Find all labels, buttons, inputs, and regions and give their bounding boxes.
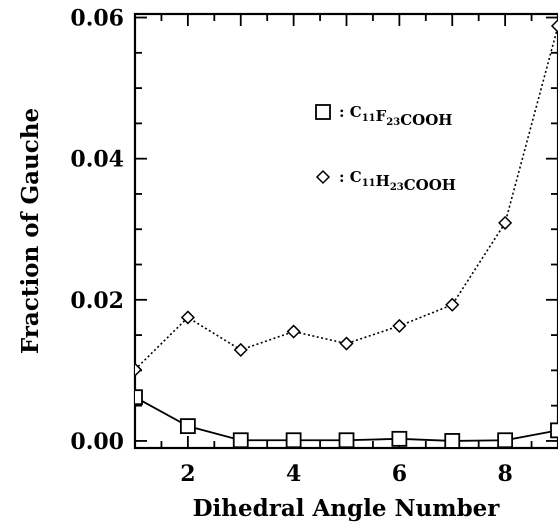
legend: : C11F23COOH: C11H23COOH	[315, 103, 456, 194]
x-tick-label: 4	[286, 461, 301, 487]
y-axis-label: Fraction of Gauche	[17, 108, 44, 354]
square-marker	[179, 418, 196, 435]
legend-text-part: F	[376, 107, 387, 125]
diamond-marker	[286, 324, 301, 339]
legend-diamond-icon	[315, 169, 331, 185]
square-marker	[135, 389, 143, 406]
legend-text-part: COOH	[400, 111, 452, 129]
square-marker	[444, 433, 461, 448]
square-marker	[550, 422, 558, 439]
diamond-marker	[339, 336, 354, 351]
diamond-marker	[233, 342, 248, 357]
diamond-marker	[550, 18, 558, 34]
square-marker	[338, 432, 355, 448]
square-marker	[391, 430, 408, 447]
plot-frame	[133, 12, 558, 450]
y-tick-label: 0.04	[70, 147, 124, 173]
square-marker	[285, 432, 302, 448]
axis-ticks	[134, 14, 558, 448]
series-line	[135, 25, 558, 371]
x-axis-label: Dihedral Angle Number	[193, 495, 501, 522]
y-tick-label: 0.06	[70, 6, 124, 32]
legend-subscript: 23	[390, 182, 404, 193]
diamond-marker	[445, 297, 460, 312]
legend-subscript: 11	[362, 113, 376, 124]
series-layer	[135, 18, 558, 448]
legend-text-part: : C	[339, 103, 362, 121]
legend-label: : C11F23COOH	[339, 103, 452, 129]
y-tick-label: 0.02	[70, 288, 124, 314]
legend-text-part: COOH	[404, 176, 456, 194]
series-C11H23COOH	[135, 18, 558, 377]
x-tick-label: 6	[392, 461, 407, 487]
diamond-marker	[180, 310, 195, 325]
diamond-marker	[498, 215, 513, 230]
legend-subscript: 11	[362, 178, 376, 189]
tick-labels: 2 4 6 8 0.00 0.02 0.04 0.06	[70, 6, 512, 487]
series-C11F23COOH	[135, 389, 558, 448]
diamond-marker	[135, 362, 143, 377]
square-marker	[497, 432, 514, 448]
x-tick-label: 8	[497, 461, 512, 487]
square-marker	[232, 432, 249, 448]
legend-subscript: 23	[386, 117, 400, 128]
x-tick-label: 2	[180, 461, 195, 487]
legend-square-icon	[315, 104, 331, 120]
diamond-marker	[392, 318, 407, 333]
legend-text-part: : C	[339, 168, 362, 186]
legend-text-part: H	[376, 172, 390, 190]
y-tick-label: 0.00	[70, 429, 124, 455]
legend-label: : C11H23COOH	[339, 168, 456, 194]
